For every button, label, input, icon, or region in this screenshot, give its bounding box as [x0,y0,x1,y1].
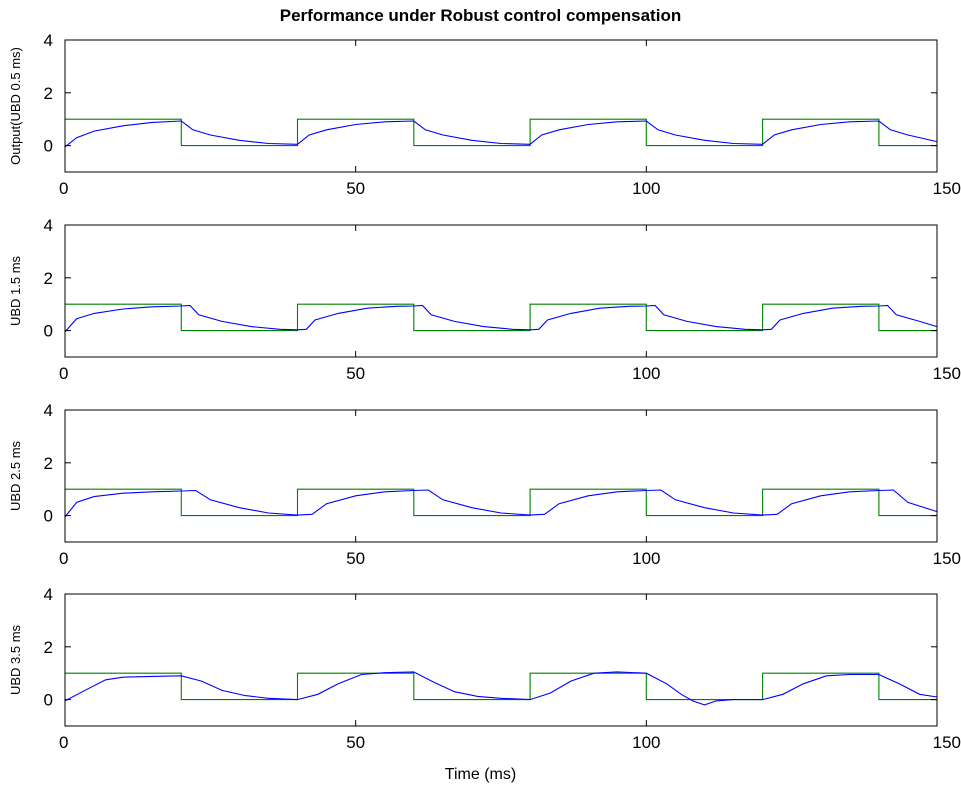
y-tick-label: 4 [44,401,53,420]
y-tick-label: 2 [44,269,53,288]
axes-box [64,39,938,173]
x-tick-label: 0 [59,179,68,198]
output-line [64,489,938,518]
axes-box [64,409,938,543]
x-tick-label: 50 [346,549,365,568]
x-tick-label: 150 [933,549,961,568]
y-tick-label: 0 [44,322,53,341]
x-tick-label: 50 [346,364,365,383]
subplot-2: 0 50 100 150 0 2 4 UBD 1.5 ms [8,216,961,383]
reference-line [65,118,937,147]
output-line [64,671,938,706]
x-tick-label: 150 [933,364,961,383]
chart-title: Performance under Robust control compens… [279,6,682,25]
y-axis-label: UBD 3.5 ms [8,624,23,695]
subplot-3: 0 50 100 150 0 2 4 UBD 2.5 ms [8,401,961,568]
reference-line [65,672,937,701]
x-tick-label: 50 [346,733,365,752]
y-tick-label: 4 [44,216,53,235]
y-tick-label: 4 [44,585,53,604]
reference-line [65,303,937,332]
y-tick-label: 0 [44,507,53,526]
x-tick-label: 50 [346,179,365,198]
y-tick-label: 4 [44,31,53,50]
y-axis-label: Output(UBD 0.5 ms) [8,47,23,165]
x-tick-label: 150 [933,179,961,198]
axes-box [64,224,938,358]
y-tick-label: 2 [44,84,53,103]
x-tick-label: 150 [933,733,961,752]
output-line [64,120,938,148]
y-axis-label: UBD 2.5 ms [8,440,23,511]
y-tick-label: 2 [44,454,53,473]
output-line [64,304,938,333]
x-tick-label: 0 [59,549,68,568]
y-tick-label: 0 [44,137,53,156]
y-axis-label: UBD 1.5 ms [8,255,23,326]
x-tick-label: 0 [59,733,68,752]
x-tick-label: 100 [632,733,660,752]
y-tick-label: 2 [44,638,53,657]
reference-line [65,488,937,517]
x-axis-label: Time (ms) [444,766,517,783]
x-tick-label: 0 [59,364,68,383]
subplot-4: 0 50 100 150 0 2 4 UBD 3.5 ms [8,585,961,752]
axes-box [64,593,938,727]
x-tick-label: 100 [632,179,660,198]
x-tick-label: 100 [632,549,660,568]
x-tick-label: 100 [632,364,660,383]
subplot-1: 0 50 100 150 0 2 4 Output(UBD 0.5 ms) [8,31,961,198]
y-tick-label: 0 [44,691,53,710]
